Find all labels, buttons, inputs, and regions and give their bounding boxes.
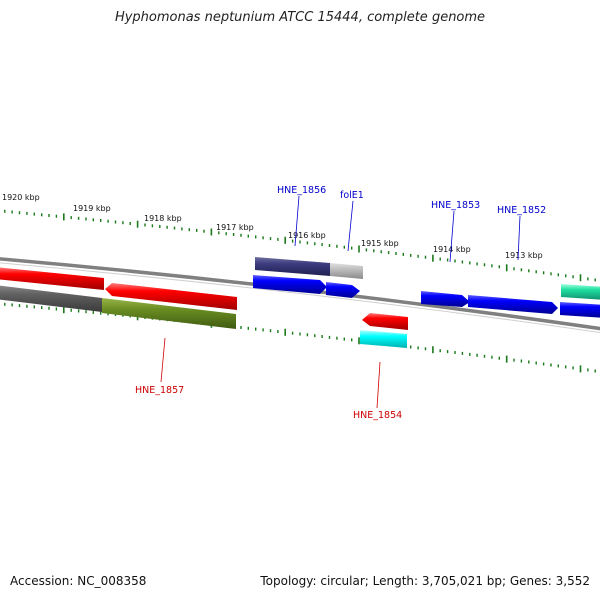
gene-label-hne1854[interactable]: HNE_1854 bbox=[353, 410, 402, 421]
genome-backbone-inner bbox=[0, 262, 600, 334]
kbp-label-1914: 1914 kbp bbox=[433, 245, 471, 254]
gene-label-folE1[interactable]: folE1 bbox=[340, 190, 364, 201]
kbp-label-1913: 1913 kbp bbox=[505, 251, 543, 260]
leader-hne1854 bbox=[376, 361, 381, 409]
gene-hne1854-rna[interactable] bbox=[360, 330, 407, 348]
gene-hne1856-rna[interactable] bbox=[255, 257, 330, 276]
gene-edge-cds[interactable] bbox=[560, 302, 600, 318]
gene-label-leaders bbox=[160, 195, 521, 409]
page-title: Hyphomonas neptunium ATCC 15444, complet… bbox=[114, 10, 486, 25]
gene-hne1854-cds[interactable] bbox=[362, 313, 408, 330]
gene-hne1852-cds[interactable] bbox=[468, 295, 558, 314]
minus-strand-features bbox=[0, 285, 408, 348]
outer-tick-row bbox=[4, 209, 596, 282]
plus-strand-features bbox=[0, 257, 600, 318]
gene-hne1858-segment[interactable] bbox=[0, 267, 104, 290]
gene-label-hne1856[interactable]: HNE_1856 bbox=[277, 185, 326, 196]
gene-hne1857-outer[interactable] bbox=[105, 283, 237, 310]
genome-summary-text: Topology: circular; Length: 3,705,021 bp… bbox=[260, 574, 590, 588]
kbp-scale: 1920 kbp 1919 kbp 1918 kbp 1917 kbp 1916… bbox=[2, 193, 543, 260]
kbp-label-1916: 1916 kbp bbox=[288, 231, 326, 240]
gene-hne1856-cds[interactable] bbox=[253, 275, 327, 294]
accession-text: Accession: NC_008358 bbox=[10, 574, 147, 588]
leader-hne1853 bbox=[449, 210, 455, 263]
gene-folE1-cds[interactable] bbox=[326, 282, 360, 298]
gene-hne1858-inner-rna[interactable] bbox=[0, 285, 102, 312]
leader-hne1852 bbox=[517, 215, 521, 261]
gene-edge-rna[interactable] bbox=[561, 284, 600, 300]
gene-hne1857-rna[interactable] bbox=[102, 298, 236, 329]
inner-tick-row bbox=[4, 302, 596, 373]
leader-folE1 bbox=[347, 200, 354, 252]
leader-hne1856 bbox=[294, 195, 300, 247]
leader-hne1857 bbox=[160, 337, 166, 383]
gene-label-hne1853[interactable]: HNE_1853 bbox=[431, 200, 480, 211]
kbp-label-1918: 1918 kbp bbox=[144, 214, 182, 223]
kbp-label-1920: 1920 kbp bbox=[2, 193, 40, 202]
kbp-label-1917: 1917 kbp bbox=[216, 223, 254, 232]
gene-folE1-rna[interactable] bbox=[330, 263, 363, 279]
kbp-label-1919: 1919 kbp bbox=[73, 204, 111, 213]
gene-label-hne1852[interactable]: HNE_1852 bbox=[497, 205, 546, 216]
gene-label-hne1857[interactable]: HNE_1857 bbox=[135, 385, 184, 396]
kbp-label-1915: 1915 kbp bbox=[361, 239, 399, 248]
gene-labels: HNE_1856 folE1 HNE_1853 HNE_1852 HNE_185… bbox=[135, 185, 546, 421]
gene-hne1853-cds[interactable] bbox=[421, 291, 470, 307]
